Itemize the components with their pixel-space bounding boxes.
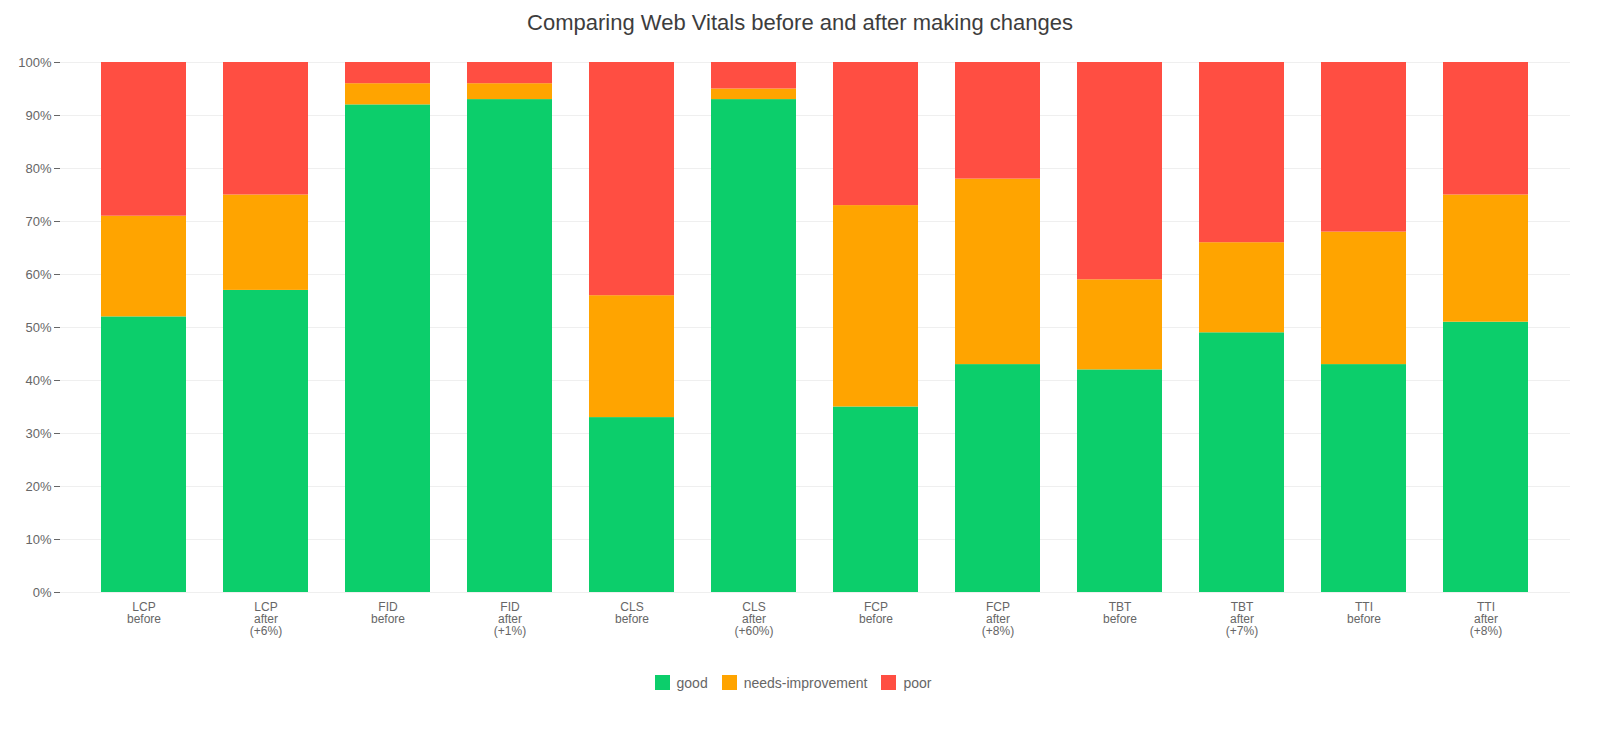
svg-text:CLSbefore: CLSbefore bbox=[615, 600, 649, 626]
html-text:needs-improvement: needs-improvement bbox=[743, 674, 868, 691]
svg-text:TTIbefore: TTIbefore bbox=[1347, 600, 1381, 626]
svg-text:FIDbefore: FIDbefore bbox=[371, 600, 405, 626]
html-text:good: good bbox=[676, 674, 708, 691]
svg-text:90%: 90% bbox=[25, 108, 51, 123]
svg-text:TBTbefore: TBTbefore bbox=[1103, 600, 1137, 626]
svg-text:0%: 0% bbox=[33, 585, 52, 600]
svg-text:50%: 50% bbox=[25, 320, 51, 335]
svg-text:TBTafter(+7%): TBTafter(+7%) bbox=[1226, 600, 1258, 638]
svg-text:70%: 70% bbox=[25, 214, 51, 229]
svg-text:FCPafter(+8%): FCPafter(+8%) bbox=[982, 600, 1014, 638]
svg-text:10%: 10% bbox=[25, 532, 51, 547]
svg-text:FCPbefore: FCPbefore bbox=[859, 600, 893, 626]
svg-text:20%: 20% bbox=[25, 479, 51, 494]
svg-text:100%: 100% bbox=[18, 55, 52, 70]
svg-text:TTIafter(+8%): TTIafter(+8%) bbox=[1470, 600, 1502, 638]
svg-text:80%: 80% bbox=[25, 161, 51, 176]
html-text:poor: poor bbox=[903, 674, 932, 691]
svg-text:CLSafter(+60%): CLSafter(+60%) bbox=[734, 600, 773, 638]
html-text:Comparing Web Vitals before an: Comparing Web Vitals before and after ma… bbox=[527, 10, 1073, 35]
svg-text:LCPbefore: LCPbefore bbox=[127, 600, 161, 626]
svg-text:60%: 60% bbox=[25, 267, 51, 282]
svg-text:30%: 30% bbox=[25, 426, 51, 441]
svg-text:40%: 40% bbox=[25, 373, 51, 388]
svg-text:FIDafter(+1%): FIDafter(+1%) bbox=[494, 600, 526, 638]
svg-text:LCPafter(+6%): LCPafter(+6%) bbox=[250, 600, 282, 638]
